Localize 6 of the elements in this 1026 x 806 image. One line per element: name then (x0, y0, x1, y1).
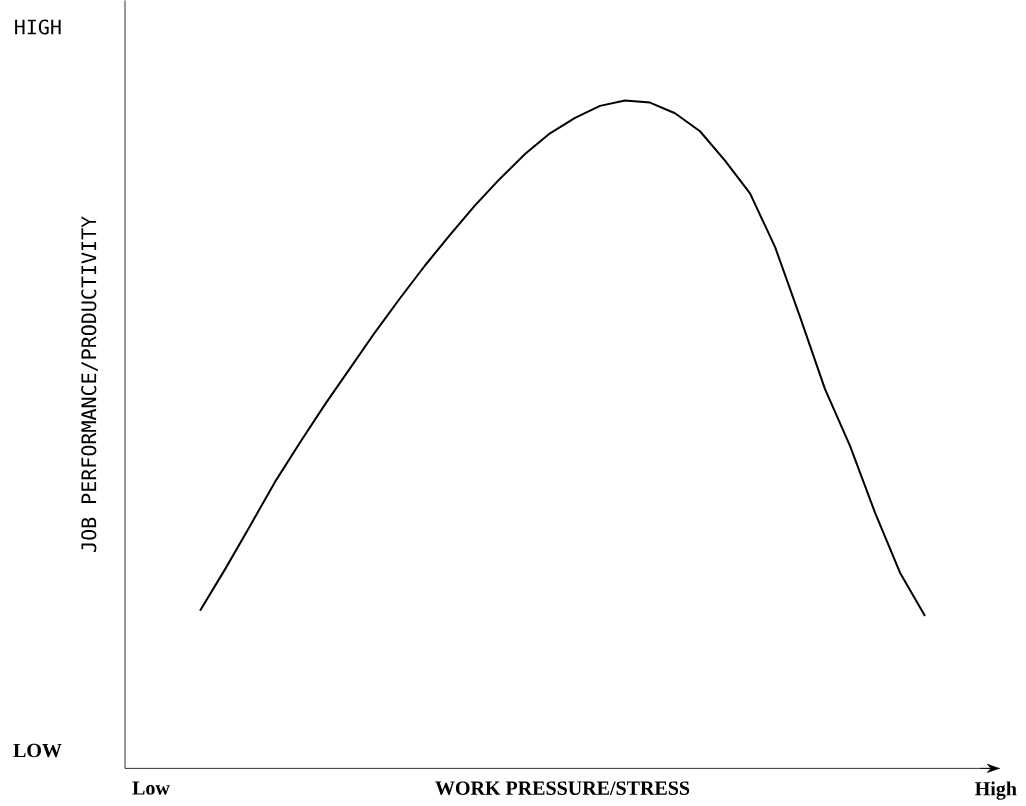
text: High (975, 781, 1017, 800)
x-axis-title: WORK PRESSURE/STRESS (435, 781, 690, 795)
text: HIGH (15, 19, 61, 35)
y-axis-title: JOB PERFORMANCE/PRODUCTIVITY (81, 215, 98, 552)
text: LOW (13, 743, 62, 758)
text: Low (132, 781, 170, 795)
